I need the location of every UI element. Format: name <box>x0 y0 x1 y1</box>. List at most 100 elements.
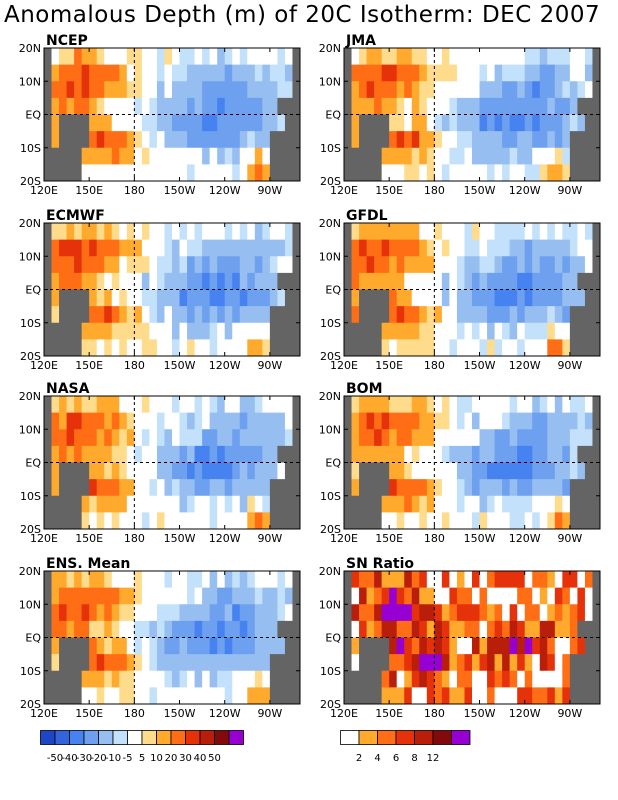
heatmap-cell <box>464 164 473 182</box>
heatmap-cell <box>119 687 128 705</box>
heatmap-cell <box>111 396 120 414</box>
land-cell <box>344 604 353 622</box>
heatmap-cell <box>202 81 211 99</box>
heatmap-cell <box>149 637 158 655</box>
heatmap-cell <box>239 654 248 672</box>
land-cell <box>359 687 368 705</box>
heatmap-cell <box>426 223 435 241</box>
heatmap-cell <box>239 322 248 340</box>
heatmap-cell <box>389 64 398 82</box>
heatmap-cell <box>547 462 556 480</box>
heatmap-cell <box>187 495 196 513</box>
heatmap-cell <box>172 48 181 66</box>
heatmap-cell <box>494 604 503 622</box>
land-cell <box>74 114 83 132</box>
heatmap-cell <box>81 64 90 82</box>
heatmap-cell <box>351 479 360 497</box>
heatmap-cell <box>396 322 405 340</box>
land-cell <box>59 654 68 672</box>
heatmap-cell <box>464 479 473 497</box>
heatmap-cell <box>487 479 496 497</box>
map-svg: 120E 150E 180 150W 120W 90W20N10NEQ10S20SECMW… <box>19 208 301 372</box>
heatmap-cell <box>464 239 473 257</box>
heatmap-cell <box>141 687 150 705</box>
land-cell <box>344 339 353 357</box>
land-cell <box>292 445 301 463</box>
land-cell <box>74 131 83 149</box>
heatmap-cell <box>134 654 143 672</box>
heatmap-cell <box>494 412 503 430</box>
heatmap-cell <box>359 81 368 99</box>
heatmap-cell <box>134 587 143 605</box>
heatmap-cell <box>194 223 203 241</box>
heatmap-cell <box>172 445 181 463</box>
heatmap-cell <box>156 670 165 688</box>
heatmap-cell <box>134 48 143 66</box>
heatmap-cell <box>449 81 458 99</box>
land-cell <box>359 670 368 688</box>
heatmap-cell <box>396 445 405 463</box>
heatmap-cell <box>59 48 68 66</box>
heatmap-cell <box>419 147 428 165</box>
heatmap-cell <box>374 604 383 622</box>
land-cell <box>344 256 353 274</box>
heatmap-cell <box>359 64 368 82</box>
land-cell <box>59 114 68 132</box>
heatmap-cell <box>239 429 248 447</box>
heatmap-cell <box>539 223 548 241</box>
heatmap-cell <box>262 670 271 688</box>
heatmap-cell <box>269 289 278 307</box>
heatmap-cell <box>187 445 196 463</box>
heatmap-cell <box>509 256 518 274</box>
heatmap-cell <box>209 571 218 589</box>
heatmap-cell <box>96 654 105 672</box>
heatmap-cell <box>554 272 563 290</box>
heatmap-cell <box>269 81 278 99</box>
heatmap-cell <box>524 396 533 414</box>
heatmap-cell <box>441 114 450 132</box>
heatmap-cell <box>66 64 75 82</box>
heatmap-cell <box>449 223 458 241</box>
heatmap-cell <box>119 620 128 638</box>
heatmap-cell <box>232 396 241 414</box>
heatmap-cell <box>389 48 398 66</box>
heatmap-cell <box>179 272 188 290</box>
heatmap-cell <box>464 97 473 115</box>
land-cell <box>592 687 601 705</box>
heatmap-cell <box>449 396 458 414</box>
heatmap-cell <box>381 495 390 513</box>
heatmap-cell <box>389 396 398 414</box>
heatmap-cell <box>562 445 571 463</box>
heatmap-cell <box>472 306 481 324</box>
heatmap-cell <box>569 571 578 589</box>
land-cell <box>366 654 375 672</box>
x-tick-label: 90W <box>557 532 582 545</box>
heatmap-cell <box>209 637 218 655</box>
heatmap-cell <box>194 495 203 513</box>
heatmap-cell <box>426 48 435 66</box>
heatmap-cell <box>96 114 105 132</box>
land-cell <box>292 81 301 99</box>
heatmap-cell <box>351 637 360 655</box>
heatmap-cell <box>487 289 496 307</box>
heatmap-cell <box>502 306 511 324</box>
x-tick-label: 120E <box>30 532 58 545</box>
heatmap-cell <box>494 289 503 307</box>
heatmap-cell <box>66 97 75 115</box>
heatmap-cell <box>502 147 511 165</box>
heatmap-cell <box>156 462 165 480</box>
heatmap-cell <box>502 239 511 257</box>
heatmap-cell <box>269 412 278 430</box>
heatmap-cell <box>89 289 98 307</box>
heatmap-cell <box>104 412 113 430</box>
x-tick-label: 120W <box>209 359 241 372</box>
heatmap-cell <box>187 512 196 530</box>
heatmap-cell <box>539 654 548 672</box>
heatmap-cell <box>547 339 556 357</box>
heatmap-cell <box>547 223 556 241</box>
heatmap-cell <box>119 223 128 241</box>
heatmap-cell <box>179 97 188 115</box>
land-cell <box>292 339 301 357</box>
heatmap-cell <box>51 396 60 414</box>
heatmap-cell <box>89 571 98 589</box>
